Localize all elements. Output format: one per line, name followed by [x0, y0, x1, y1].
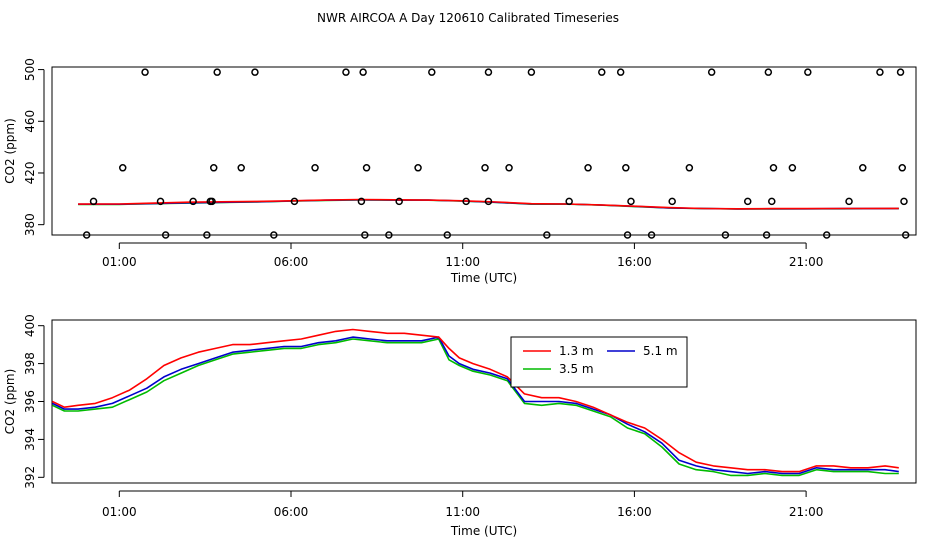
calibration-point	[443, 231, 452, 239]
calibration-point	[623, 231, 632, 239]
calibration-point	[707, 68, 716, 76]
calibration-point	[598, 68, 606, 76]
legend-label: 1.3 m	[559, 344, 594, 358]
bottom-series-35mm	[52, 338, 899, 477]
top-plot-frame	[51, 66, 917, 236]
calibration-point	[845, 197, 853, 206]
bottom-x-tick-label: 16:00	[617, 505, 652, 519]
calibration-point	[359, 68, 367, 76]
calibration-point	[898, 164, 907, 172]
bottom-series-13mm	[52, 328, 899, 473]
bottom-x-tick-label: 06:00	[274, 505, 309, 519]
calibration-point	[395, 197, 403, 206]
top-x-tick-label: 21:00	[789, 255, 824, 269]
calibration-point	[237, 164, 245, 172]
bottom-x-tick-label: 21:00	[789, 505, 824, 519]
calibration-point	[290, 197, 299, 206]
top-y-axis-label: CO2 (ppm)	[3, 118, 17, 184]
calibration-point	[622, 164, 630, 172]
calibration-point	[203, 231, 211, 239]
top-y-tick-label: 380	[23, 213, 37, 236]
bottom-y-axis-label: CO2 (ppm)	[3, 369, 17, 435]
bottom-y-tick-label: 392	[23, 466, 37, 489]
calibration-point	[647, 231, 656, 239]
calibration-point	[505, 164, 513, 172]
calibration-point	[342, 68, 350, 76]
calibration-point	[721, 231, 730, 239]
calibration-point	[584, 164, 592, 172]
top-x-tick-label: 16:00	[617, 255, 652, 269]
calibration-point	[876, 68, 884, 76]
legend-box	[510, 336, 688, 388]
calibration-point	[141, 68, 149, 76]
calibration-point	[481, 164, 489, 172]
bottom-y-tick-label: 394	[23, 428, 37, 451]
calibration-point	[627, 197, 635, 206]
calibration-point	[206, 197, 215, 206]
calibration-point	[251, 68, 259, 76]
calibration-point	[859, 164, 867, 172]
calibration-point	[743, 197, 752, 206]
bottom-y-tick-label: 396	[23, 390, 37, 413]
bottom-y-tick-label: 398	[23, 352, 37, 375]
calibration-point	[428, 68, 436, 76]
bottom-x-tick-label: 01:00	[102, 505, 137, 519]
bottom-x-tick-label: 11:00	[445, 505, 480, 519]
calibration-point	[213, 68, 221, 76]
calibration-point	[616, 68, 625, 76]
calibration-point	[901, 231, 910, 239]
calibration-point	[822, 231, 831, 239]
calibration-point	[89, 197, 98, 206]
calibration-point	[484, 197, 493, 206]
top-x-axis-label: Time (UTC)	[450, 271, 517, 285]
top-y-tick-label: 460	[23, 110, 37, 133]
legend-label: 3.5 m	[559, 362, 594, 376]
calibration-point	[361, 231, 369, 239]
calibration-point	[357, 197, 366, 206]
calibration-point	[762, 231, 771, 239]
calibration-point	[764, 68, 773, 76]
calibration-point	[527, 68, 536, 76]
calibration-point	[462, 197, 470, 206]
top-y-tick-label: 420	[23, 162, 37, 185]
calibration-point	[769, 164, 778, 172]
calibration-point	[668, 197, 676, 206]
calibration-point	[804, 68, 812, 76]
bottom-y-tick-label: 400	[23, 314, 37, 337]
calibration-point	[118, 164, 127, 172]
top-x-tick-label: 01:00	[102, 255, 137, 269]
calibration-point	[82, 231, 91, 239]
calibration-point	[270, 231, 278, 239]
calibration-point	[685, 164, 694, 172]
chart-title: NWR AIRCOA A Day 120610 Calibrated Times…	[317, 11, 619, 25]
top-y-tick-label: 500	[23, 58, 37, 81]
top-series-13mm	[78, 198, 899, 210]
calibration-point	[362, 164, 371, 172]
calibration-point	[189, 197, 197, 206]
bottom-plot-frame	[51, 319, 917, 484]
top-x-tick-label: 06:00	[274, 255, 309, 269]
calibration-point	[896, 68, 905, 76]
calibration-point	[161, 231, 170, 239]
calibration-point	[156, 197, 165, 206]
calibration-point	[385, 231, 393, 239]
calibration-point	[543, 231, 551, 239]
top-x-tick-label: 11:00	[445, 255, 480, 269]
calibration-point	[768, 197, 776, 206]
calibration-point	[788, 164, 797, 172]
legend-label: 5.1 m	[643, 344, 678, 358]
bottom-x-axis-label: Time (UTC)	[450, 524, 517, 538]
calibration-point	[311, 164, 319, 172]
calibration-point	[209, 164, 218, 172]
calibration-point	[414, 164, 422, 172]
bottom-series-51mm	[52, 336, 899, 475]
calibration-point	[484, 68, 493, 76]
calibration-point	[900, 197, 908, 206]
calibration-point	[565, 197, 573, 206]
